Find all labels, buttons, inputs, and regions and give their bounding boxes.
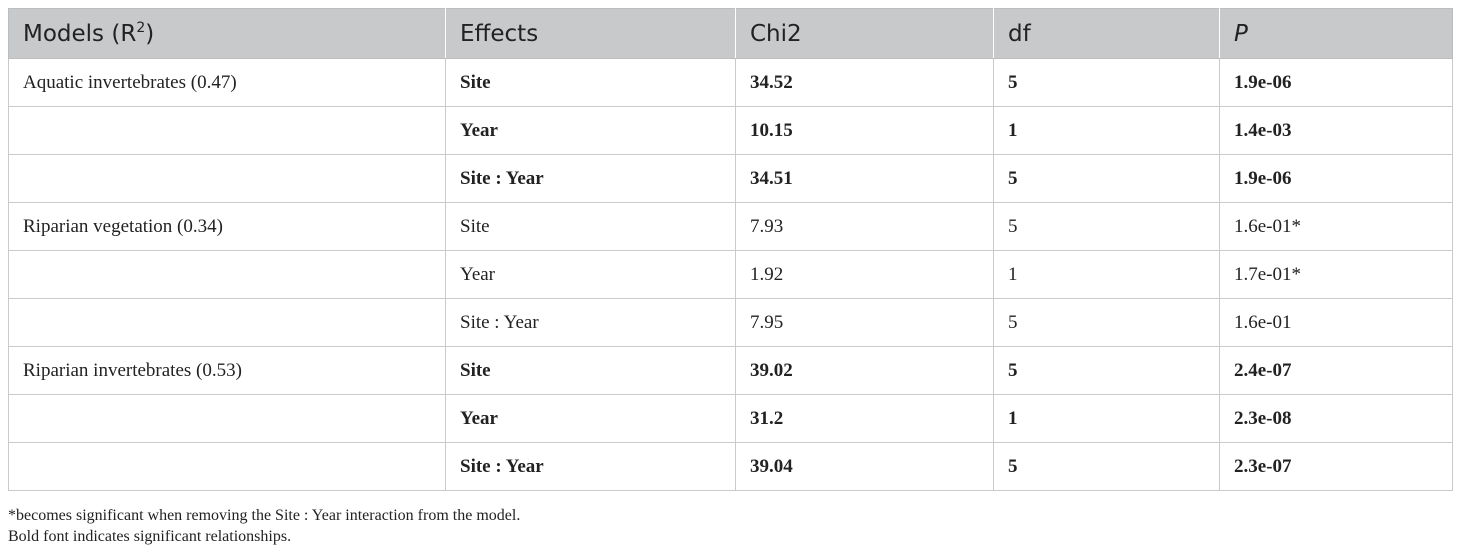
cell-effect: Site : Year	[445, 442, 736, 491]
cell-model	[8, 442, 446, 491]
footnote-asterisk: *becomes significant when removing the S…	[8, 507, 521, 524]
cell-model	[8, 250, 446, 299]
cell-p: 2.4e-07	[1219, 346, 1453, 395]
table-row: Riparian invertebrates (0.53) Site 39.02 5 2…	[8, 346, 1453, 395]
table-row: Aquatic invertebrates (0.47) Site 34.52 5 1.…	[8, 58, 1453, 107]
cell-p: 1.6e-01	[1219, 298, 1453, 347]
cell-model	[8, 154, 446, 203]
header-chi2: Chi2	[735, 8, 994, 59]
cell-chi2: 39.04	[735, 442, 994, 491]
table-row: Year 10.15 1 1.4e-03	[8, 106, 1453, 155]
cell-effect: Site : Year	[445, 298, 736, 347]
cell-model	[8, 106, 446, 155]
table-body: Aquatic invertebrates (0.47) Site 34.52 5 1.…	[8, 58, 1453, 491]
table-row: Year 31.2 1 2.3e-08	[8, 394, 1453, 443]
cell-effect: Site	[445, 202, 736, 251]
results-table-container: Models (R2) Effects Chi2 df P Aquatic in…	[8, 8, 1453, 491]
table-footnotes: *becomes significant when removing the S…	[8, 505, 520, 547]
table-row: Riparian vegetation (0.34) Site 7.93 5 1.6e-…	[8, 202, 1453, 251]
table-row: Site : Year 34.51 5 1.9e-06	[8, 154, 1453, 203]
cell-chi2: 34.51	[735, 154, 994, 203]
cell-df: 5	[993, 58, 1220, 107]
header-row: Models (R2) Effects Chi2 df P	[8, 8, 1453, 59]
header-df: df	[993, 8, 1220, 59]
footnote-bold: Bold font indicates significant relation…	[8, 528, 292, 545]
cell-p: 2.3e-08	[1219, 394, 1453, 443]
table-header: Models (R2) Effects Chi2 df P	[8, 8, 1453, 59]
cell-df: 5	[993, 154, 1220, 203]
cell-df: 1	[993, 250, 1220, 299]
cell-p: 2.3e-07	[1219, 442, 1453, 491]
cell-df: 5	[993, 202, 1220, 251]
header-p: P	[1219, 8, 1453, 59]
header-models-superscript: 2	[136, 19, 146, 36]
cell-model: Aquatic invertebrates (0.47)	[8, 58, 446, 107]
cell-effect: Site	[445, 346, 736, 395]
results-table: Models (R2) Effects Chi2 df P Aquatic in…	[8, 8, 1453, 491]
cell-model: Riparian invertebrates (0.53)	[8, 346, 446, 395]
cell-p: 1.4e-03	[1219, 106, 1453, 155]
header-models: Models (R2)	[8, 8, 446, 59]
cell-chi2: 34.52	[735, 58, 994, 107]
table-row: Site : Year 39.04 5 2.3e-07	[8, 442, 1453, 491]
cell-model	[8, 298, 446, 347]
cell-df: 1	[993, 394, 1220, 443]
header-effects: Effects	[445, 8, 736, 59]
cell-p: 1.9e-06	[1219, 58, 1453, 107]
cell-p: 1.7e-01*	[1219, 250, 1453, 299]
cell-model	[8, 394, 446, 443]
cell-chi2: 10.15	[735, 106, 994, 155]
cell-model: Riparian vegetation (0.34)	[8, 202, 446, 251]
cell-effect: Year	[445, 394, 736, 443]
cell-df: 5	[993, 298, 1220, 347]
cell-chi2: 7.93	[735, 202, 994, 251]
cell-df: 5	[993, 346, 1220, 395]
header-models-label: Models (R	[23, 20, 137, 47]
table-row: Year 1.92 1 1.7e-01*	[8, 250, 1453, 299]
cell-df: 1	[993, 106, 1220, 155]
cell-chi2: 39.02	[735, 346, 994, 395]
cell-chi2: 31.2	[735, 394, 994, 443]
cell-p: 1.9e-06	[1219, 154, 1453, 203]
cell-effect: Year	[445, 106, 736, 155]
cell-chi2: 7.95	[735, 298, 994, 347]
cell-effect: Site : Year	[445, 154, 736, 203]
cell-chi2: 1.92	[735, 250, 994, 299]
cell-effect: Year	[445, 250, 736, 299]
cell-df: 5	[993, 442, 1220, 491]
cell-p: 1.6e-01*	[1219, 202, 1453, 251]
header-models-close: )	[145, 20, 155, 47]
table-row: Site : Year 7.95 5 1.6e-01	[8, 298, 1453, 347]
cell-effect: Site	[445, 58, 736, 107]
